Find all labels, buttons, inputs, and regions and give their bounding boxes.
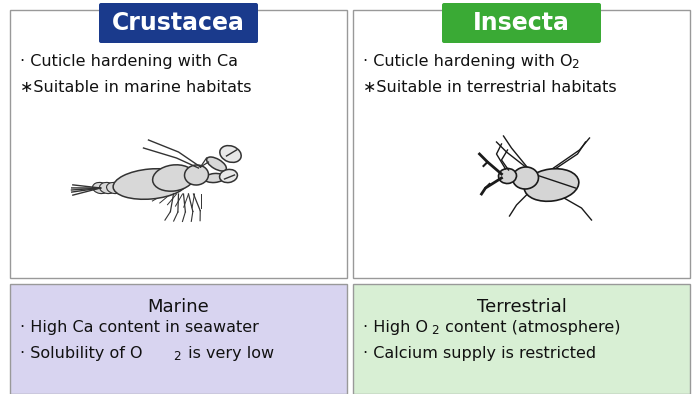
Ellipse shape [92, 182, 108, 193]
Ellipse shape [113, 182, 130, 193]
Text: 2: 2 [431, 324, 439, 337]
Text: · Cuticle hardening with Ca: · Cuticle hardening with Ca [20, 54, 238, 69]
Text: Terrestrial: Terrestrial [477, 298, 566, 316]
FancyBboxPatch shape [10, 284, 347, 394]
FancyBboxPatch shape [353, 284, 690, 394]
FancyBboxPatch shape [10, 10, 347, 278]
Text: ∗Suitable in terrestrial habitats: ∗Suitable in terrestrial habitats [363, 80, 617, 95]
Ellipse shape [512, 167, 538, 189]
Ellipse shape [113, 169, 188, 199]
Text: · Calcium supply is restricted: · Calcium supply is restricted [363, 346, 596, 361]
Ellipse shape [185, 165, 209, 185]
Text: Crustacea: Crustacea [112, 11, 245, 35]
Ellipse shape [220, 146, 242, 162]
Text: 2: 2 [173, 350, 181, 363]
FancyBboxPatch shape [99, 3, 258, 43]
Text: ∗Suitable in marine habitats: ∗Suitable in marine habitats [20, 80, 251, 95]
Text: · Cuticle hardening with O: · Cuticle hardening with O [363, 54, 573, 69]
Text: · High Ca content in seawater: · High Ca content in seawater [20, 320, 259, 335]
Ellipse shape [99, 182, 116, 193]
Ellipse shape [524, 169, 579, 201]
Ellipse shape [106, 182, 122, 193]
Text: · Solubility of O: · Solubility of O [20, 346, 143, 361]
Text: Insecta: Insecta [473, 11, 570, 35]
Text: 2: 2 [571, 58, 579, 71]
Ellipse shape [153, 165, 195, 191]
Ellipse shape [206, 157, 226, 171]
Ellipse shape [220, 169, 237, 182]
Ellipse shape [498, 169, 517, 184]
Ellipse shape [204, 173, 225, 182]
Text: Marine: Marine [148, 298, 209, 316]
FancyBboxPatch shape [442, 3, 601, 43]
Text: · High O: · High O [363, 320, 428, 335]
Text: content (atmosphere): content (atmosphere) [440, 320, 620, 335]
Text: is very low: is very low [183, 346, 274, 361]
FancyBboxPatch shape [353, 10, 690, 278]
